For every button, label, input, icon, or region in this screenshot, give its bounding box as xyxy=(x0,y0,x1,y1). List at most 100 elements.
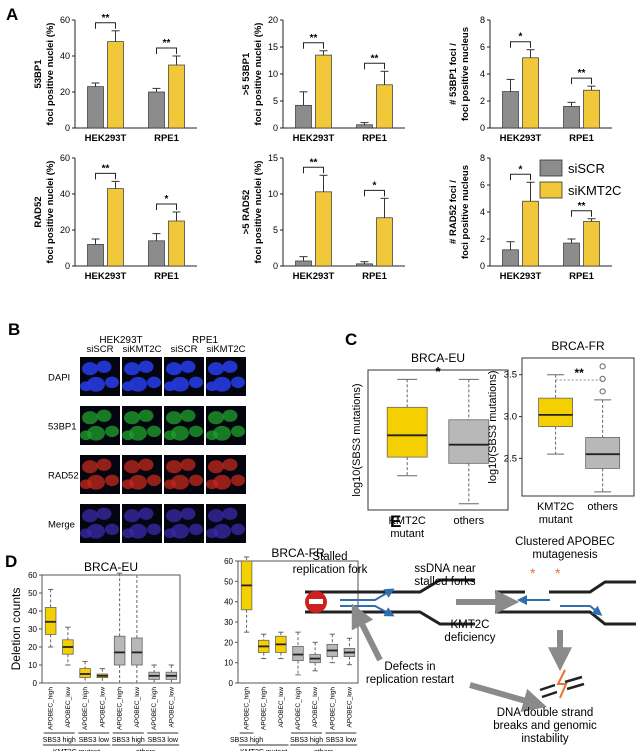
bar xyxy=(295,104,312,129)
chart-sbs3-brca-eu: BRCA-EU log10(SBS3 mutations) * KMT2Cmutant… xyxy=(351,351,509,540)
panel-letter-c: C xyxy=(345,330,357,349)
x-tick-label: APOBEC_low xyxy=(278,687,285,728)
label-kmt2c-deficiency: KMT2C deficiency xyxy=(444,619,495,644)
significance-bracket xyxy=(95,172,116,180)
bar xyxy=(583,221,600,267)
bar xyxy=(502,249,519,267)
x-tick-label: RPE1 xyxy=(362,133,388,144)
bar xyxy=(522,57,539,129)
significance-bracket xyxy=(303,42,324,49)
nucleus xyxy=(82,411,98,425)
x-tick-label: APOBEC_high xyxy=(82,687,89,730)
x-tick-label: APOBEC_high xyxy=(329,687,336,730)
plot-frame xyxy=(237,560,359,684)
nucleus xyxy=(80,381,92,392)
y-tick-label: 5 xyxy=(273,225,278,235)
bar xyxy=(315,54,332,129)
nucleus xyxy=(82,460,98,474)
clustered-fork-right: * * xyxy=(495,565,636,626)
y-tick-label: 10 xyxy=(268,69,278,79)
label-dsb-instability: DNA double strand breaks and genomic insta… xyxy=(493,707,597,745)
label-clustered-apobec: Clustered APOBEC mutagenesis xyxy=(515,536,615,561)
significance-label: ** xyxy=(102,163,110,174)
significance-label: ** xyxy=(310,33,318,44)
nucleus xyxy=(138,409,154,422)
x-tick-label: APOBEC_low xyxy=(312,687,319,728)
y-tick-label: 10 xyxy=(28,661,37,670)
significance-bracket xyxy=(303,166,324,174)
y-tick-label: 60 xyxy=(60,153,70,163)
significance-bracket xyxy=(95,22,116,29)
y-tick-label: 6 xyxy=(480,42,485,52)
nucleus xyxy=(80,528,92,539)
x-tick-label: APOBEC_low xyxy=(346,687,353,728)
legend: siSCR siKMT2C xyxy=(539,159,621,199)
x-tick-label: APOBEC_low xyxy=(168,687,175,728)
chart-rad52-foci-per-nucleus: 0 2 4 6 8 # RAD52 foci / foci positive nucleus… xyxy=(448,153,612,282)
bar xyxy=(168,64,185,129)
significance-bracket xyxy=(364,189,385,197)
y-tick-label: 0 xyxy=(65,261,70,271)
y-axis-label: 53BP1 xyxy=(33,59,44,89)
nucleus xyxy=(80,430,92,441)
x-tick-label: APOBEC_low xyxy=(134,687,141,728)
nucleus xyxy=(206,381,218,392)
nucleus xyxy=(180,507,196,520)
bar xyxy=(522,200,539,267)
bar xyxy=(583,89,600,129)
y-axis-label: # 53BP1 foci / xyxy=(448,43,459,105)
column-label: siKMT2C xyxy=(206,344,245,355)
label-defects-restart: Defects in replication restart xyxy=(366,661,455,686)
bar xyxy=(376,84,393,129)
bar xyxy=(502,91,519,129)
x-tick-label: HEK293T xyxy=(85,271,127,282)
significance-bracket xyxy=(571,77,592,85)
nucleus xyxy=(124,509,140,523)
nucleus xyxy=(124,362,140,376)
y-tick-label: 0 xyxy=(480,123,485,133)
significance-label: * xyxy=(373,180,377,191)
group-label: SBS3 high xyxy=(112,737,145,744)
nucleus xyxy=(222,458,238,471)
y-tick-label: 2 xyxy=(480,234,485,244)
nucleus xyxy=(231,474,245,487)
row-label: 53BP1 xyxy=(48,422,77,433)
significance-label: * xyxy=(435,364,441,379)
y-tick-label: 0 xyxy=(33,679,38,688)
y-axis-label: foci positive nuclei (%) xyxy=(253,23,264,126)
x-tick-label: others xyxy=(587,501,618,513)
y-tick-label: 15 xyxy=(268,42,278,52)
x-tick-label: APOBEC_low xyxy=(65,687,72,728)
box xyxy=(386,406,428,458)
y-tick-label: 40 xyxy=(60,189,70,199)
group-label: SBS3 high xyxy=(290,737,323,744)
x-tick-label: APOBEC_high xyxy=(151,687,158,730)
bar xyxy=(148,240,165,267)
nucleus xyxy=(180,458,196,471)
y-tick-label: 30 xyxy=(28,625,37,634)
nucleus xyxy=(222,360,238,373)
y-tick-label: 20 xyxy=(60,225,70,235)
bar xyxy=(168,220,185,267)
x-tick-label: RPE1 xyxy=(569,133,595,144)
nucleus xyxy=(147,425,161,438)
y-axis-label: >5 RAD52 xyxy=(241,190,252,235)
y-tick-label: 3.5 xyxy=(504,370,517,381)
mutation-star-icon: * xyxy=(555,565,561,581)
y-tick-label: 2.5 xyxy=(504,453,517,464)
plot-frame xyxy=(41,574,181,684)
row-label: Merge xyxy=(48,520,75,531)
x-tick-label: HEK293T xyxy=(293,133,335,144)
nucleus xyxy=(105,425,119,438)
nucleus xyxy=(231,523,245,536)
chart-title: BRCA-EU xyxy=(411,351,465,365)
nucleus xyxy=(96,409,112,422)
x-tick-label: APOBEC_high xyxy=(244,687,251,730)
significance-label: ** xyxy=(371,53,379,64)
x-tick-label: mutant xyxy=(390,528,424,540)
nucleus xyxy=(82,362,98,376)
nucleus xyxy=(164,528,176,539)
bar xyxy=(148,91,165,129)
significance-label: ** xyxy=(578,68,586,79)
